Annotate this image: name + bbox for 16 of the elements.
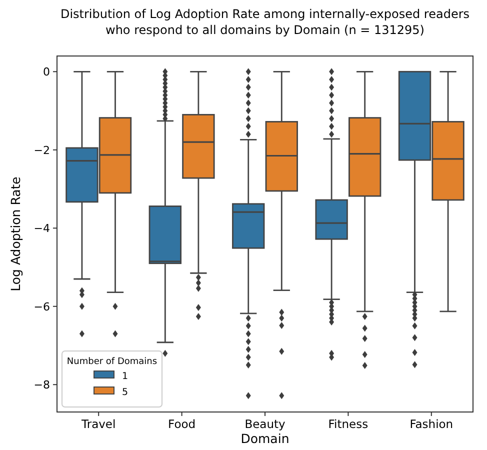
x-tick-label: Fashion bbox=[410, 417, 454, 431]
legend-label: 5 bbox=[122, 387, 128, 398]
x-tick-label: Travel bbox=[80, 417, 116, 431]
x-tick-label: Beauty bbox=[244, 417, 286, 431]
y-tick-label: −4 bbox=[34, 222, 50, 236]
chart-title: Distribution of Log Adoption Rate among internally-exposed readers who respond to all domains by Domain (n = 131295) bbox=[60, 7, 470, 37]
y-tick-label: −6 bbox=[34, 300, 50, 314]
y-axis-title: Log Adoption Rate bbox=[8, 176, 23, 292]
x-axis-title: Domain bbox=[240, 431, 290, 446]
x-tick-label: Fitness bbox=[328, 417, 368, 431]
legend-title: Number of Domains bbox=[66, 357, 158, 367]
x-tick-label: Food bbox=[168, 417, 196, 431]
y-tick-label: −2 bbox=[34, 144, 50, 157]
legend-label: 1 bbox=[122, 371, 128, 382]
y-tick-label: 0 bbox=[43, 66, 50, 79]
y-tick-label: −8 bbox=[34, 378, 50, 392]
